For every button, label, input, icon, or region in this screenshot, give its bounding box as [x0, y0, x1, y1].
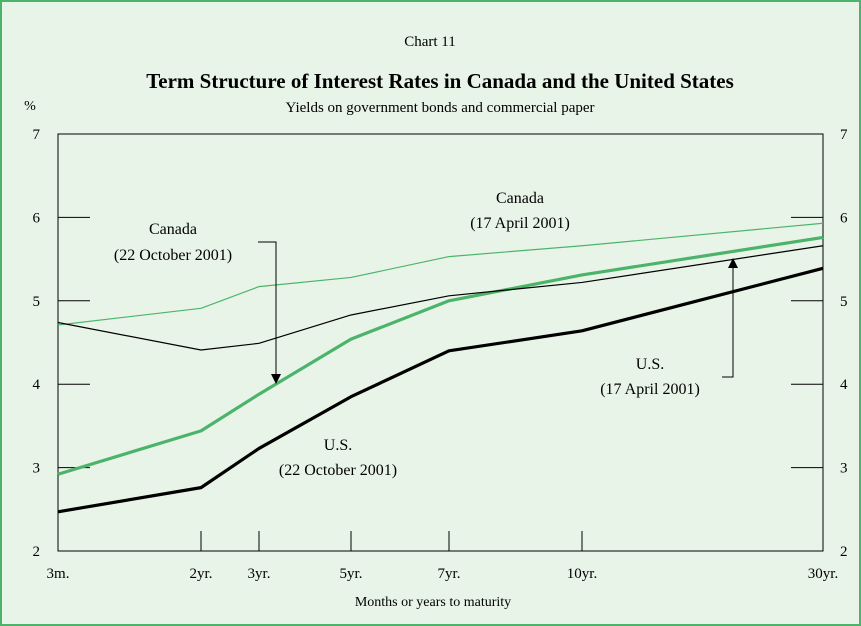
y-tick-label-left: 5	[33, 294, 41, 310]
chart-number-label: Chart 11	[404, 34, 456, 50]
annotation-canada-april: Canada (17 April 2001)	[470, 190, 570, 232]
y-tick-label-right: 4	[840, 377, 848, 393]
x-axis-ticks: 3m. 2yr. 3yr. 5yr. 7yr. 10yr. 30yr.	[47, 531, 838, 582]
annotation-canada-october-line2: (22 October 2001)	[114, 247, 232, 264]
y-tick-label-left: 7	[33, 127, 41, 143]
x-tick-label: 7yr.	[438, 566, 461, 582]
annotation-us-april-leader	[722, 266, 734, 378]
annotation-canada-april-line1: Canada	[496, 190, 544, 207]
x-tick-label: 2yr.	[190, 566, 213, 582]
annotation-us-october-line2: (22 October 2001)	[279, 462, 397, 479]
y-tick-label-right: 3	[840, 461, 848, 477]
annotation-us-april: U.S. (17 April 2001)	[600, 258, 738, 398]
chart-title: Term Structure of Interest Rates in Cana…	[146, 69, 734, 93]
y-tick-label-left: 2	[33, 544, 41, 560]
series-line-1	[57, 235, 824, 476]
x-tick-label: 5yr.	[340, 566, 363, 582]
x-axis-label: Months or years to maturity	[355, 595, 511, 610]
y-tick-label-left: 3	[33, 461, 41, 477]
x-tick-label: 30yr.	[808, 566, 838, 582]
annotation-us-april-line1: U.S.	[636, 356, 664, 373]
y-axis-ticks: 2 2 3 3 4 4 5 5 6 6 7 7	[33, 127, 849, 560]
arrow-down-icon	[271, 374, 281, 384]
y-unit-label: %	[24, 99, 36, 114]
annotation-canada-october-line1: Canada	[149, 221, 197, 238]
chart-subtitle: Yields on government bonds and commercia…	[285, 100, 594, 116]
series-line-3	[57, 266, 824, 514]
annotation-canada-october-leader	[258, 241, 277, 376]
arrow-up-icon	[728, 258, 738, 268]
annotation-us-october-line1: U.S.	[324, 437, 352, 454]
y-tick-label-right: 2	[840, 544, 848, 560]
y-tick-label-right: 6	[840, 210, 848, 226]
series-lines	[57, 222, 824, 514]
annotation-canada-october: Canada (22 October 2001)	[114, 221, 281, 384]
series-line-0	[57, 222, 824, 326]
y-tick-label-right: 7	[840, 127, 848, 143]
plot-area-border	[57, 133, 824, 552]
annotation-us-april-line2: (17 April 2001)	[600, 381, 700, 398]
annotation-canada-april-line2: (17 April 2001)	[470, 215, 570, 232]
y-tick-label-left: 6	[33, 210, 41, 226]
annotation-us-october: U.S. (22 October 2001)	[279, 437, 397, 479]
y-tick-label-right: 5	[840, 294, 848, 310]
x-tick-label: 3yr.	[248, 566, 271, 582]
y-tick-label-left: 4	[33, 377, 41, 393]
series-line-2	[57, 245, 824, 351]
x-tick-label: 3m.	[47, 566, 70, 582]
x-tick-label: 10yr.	[567, 566, 597, 582]
